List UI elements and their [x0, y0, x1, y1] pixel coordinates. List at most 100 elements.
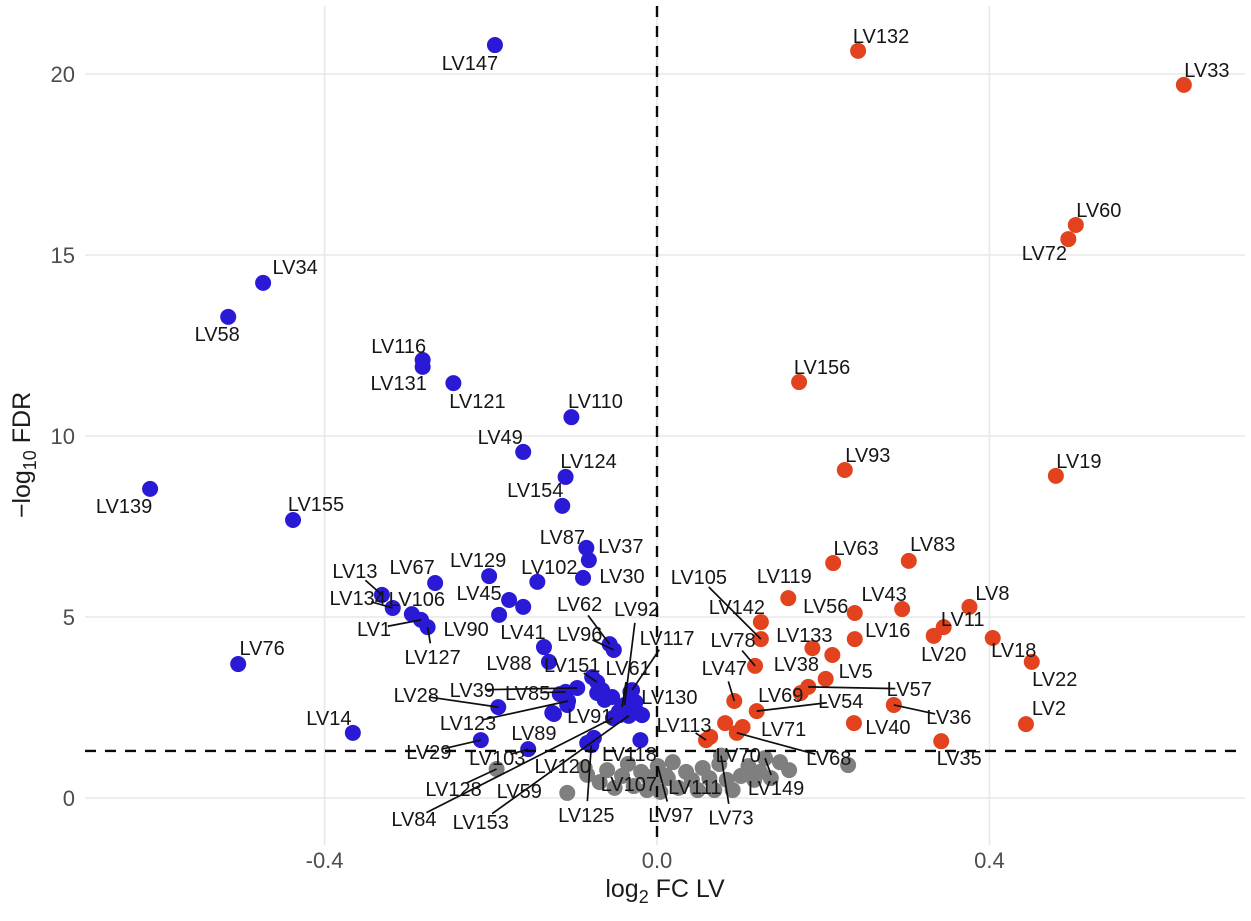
- point-LV131[interactable]: [414, 358, 431, 375]
- point-LV118[interactable]: [632, 732, 649, 749]
- label-LV71: LV71: [761, 719, 806, 741]
- y-tick-15: 15: [51, 243, 75, 268]
- point-unlabeled[interactable]: [591, 774, 608, 791]
- point-LV70[interactable]: [717, 715, 734, 732]
- point-LV63[interactable]: [825, 555, 842, 572]
- point-LV132[interactable]: [850, 42, 867, 59]
- point-LV76[interactable]: [230, 656, 247, 673]
- point-LV119[interactable]: [780, 590, 797, 607]
- point-LV35[interactable]: [933, 733, 950, 750]
- point-LV49[interactable]: [515, 443, 532, 460]
- point-unlabeled[interactable]: [634, 707, 651, 724]
- point-unlabeled[interactable]: [724, 782, 741, 799]
- point-unlabeled[interactable]: [559, 696, 576, 713]
- label-LV67: LV67: [390, 557, 435, 579]
- point-LV124[interactable]: [557, 468, 574, 485]
- point-LV102[interactable]: [529, 573, 546, 590]
- point-LV72[interactable]: [1060, 231, 1077, 248]
- label-LV132: LV132: [853, 26, 909, 48]
- point-LV110[interactable]: [563, 409, 580, 426]
- label-LV59: LV59: [497, 781, 542, 803]
- label-LV107: LV107: [601, 774, 657, 796]
- point-LV156[interactable]: [791, 374, 808, 391]
- label-LV127: LV127: [404, 647, 460, 669]
- point-LV43[interactable]: [894, 601, 911, 618]
- point-LV83[interactable]: [900, 552, 917, 569]
- point-unlabeled[interactable]: [633, 763, 650, 780]
- point-LV56[interactable]: [846, 605, 863, 622]
- point-LV14[interactable]: [344, 724, 361, 741]
- point-unlabeled[interactable]: [515, 598, 532, 615]
- point-unlabeled[interactable]: [702, 728, 719, 745]
- label-LV35: LV35: [937, 748, 982, 770]
- label-LV113: LV113: [657, 715, 712, 737]
- point-LV37[interactable]: [580, 552, 597, 569]
- point-unlabeled[interactable]: [701, 770, 718, 787]
- point-unlabeled[interactable]: [781, 762, 798, 779]
- label-LV34: LV34: [272, 257, 317, 279]
- point-unlabeled[interactable]: [706, 782, 723, 799]
- label-LV130: LV130: [641, 687, 697, 709]
- point-unlabeled[interactable]: [614, 767, 631, 784]
- point-unlabeled[interactable]: [606, 779, 623, 796]
- point-unlabeled[interactable]: [840, 757, 857, 774]
- point-unlabeled[interactable]: [689, 782, 706, 799]
- label-LV72: LV72: [1022, 243, 1067, 265]
- point-unlabeled[interactable]: [599, 762, 616, 779]
- point-LV88[interactable]: [540, 653, 557, 670]
- point-LV45[interactable]: [501, 591, 518, 608]
- point-LV16[interactable]: [846, 631, 863, 648]
- point-unlabeled[interactable]: [664, 754, 681, 771]
- label-LV36: LV36: [926, 707, 971, 729]
- label-LV5: LV5: [839, 661, 873, 683]
- label-LV92: LV92: [614, 599, 659, 621]
- label-LV128: LV128: [425, 779, 481, 801]
- point-unlabeled[interactable]: [579, 766, 596, 783]
- point-unlabeled[interactable]: [670, 779, 687, 796]
- point-LV133[interactable]: [804, 640, 821, 657]
- point-LV2[interactable]: [1017, 716, 1034, 733]
- point-LV90[interactable]: [491, 606, 508, 623]
- point-LV147[interactable]: [486, 37, 503, 54]
- point-LV142[interactable]: [752, 614, 769, 631]
- point-LV40[interactable]: [845, 715, 862, 732]
- point-unlabeled[interactable]: [585, 729, 602, 746]
- label-LV102: LV102: [521, 557, 577, 579]
- point-LV59[interactable]: [559, 784, 576, 801]
- point-LV87[interactable]: [578, 539, 595, 556]
- point-LV5[interactable]: [817, 670, 834, 687]
- point-LV41[interactable]: [535, 639, 552, 656]
- point-unlabeled[interactable]: [604, 689, 621, 706]
- point-LV34[interactable]: [255, 274, 272, 291]
- point-LV121[interactable]: [445, 375, 462, 392]
- point-LV93[interactable]: [836, 462, 853, 479]
- point-LV58[interactable]: [220, 308, 237, 325]
- point-LV60[interactable]: [1067, 216, 1084, 233]
- label-LV57: LV57: [887, 679, 932, 701]
- point-LV69[interactable]: [792, 685, 809, 702]
- label-LV110: LV110: [568, 391, 623, 413]
- point-LV19[interactable]: [1047, 467, 1064, 484]
- label-LV93: LV93: [845, 445, 890, 467]
- point-unlabeled[interactable]: [589, 685, 606, 702]
- label-LV78: LV78: [710, 630, 755, 652]
- point-unlabeled[interactable]: [611, 707, 628, 724]
- point-LV20[interactable]: [925, 627, 942, 644]
- point-LV67[interactable]: [427, 574, 444, 591]
- x-tick-0.4: 0.4: [974, 848, 1005, 873]
- point-LV18[interactable]: [984, 629, 1001, 646]
- point-LV22[interactable]: [1023, 653, 1040, 670]
- point-LV8[interactable]: [961, 598, 978, 615]
- point-LV129[interactable]: [481, 568, 498, 585]
- point-LV38[interactable]: [824, 647, 841, 664]
- point-unlabeled[interactable]: [762, 770, 779, 787]
- point-unlabeled[interactable]: [619, 755, 636, 772]
- point-LV139[interactable]: [142, 480, 159, 497]
- point-unlabeled[interactable]: [625, 778, 642, 795]
- point-LV154[interactable]: [554, 497, 571, 514]
- point-LV30[interactable]: [575, 569, 592, 586]
- point-LV33[interactable]: [1175, 76, 1192, 93]
- point-unlabeled[interactable]: [544, 704, 561, 721]
- point-LV155[interactable]: [285, 511, 302, 528]
